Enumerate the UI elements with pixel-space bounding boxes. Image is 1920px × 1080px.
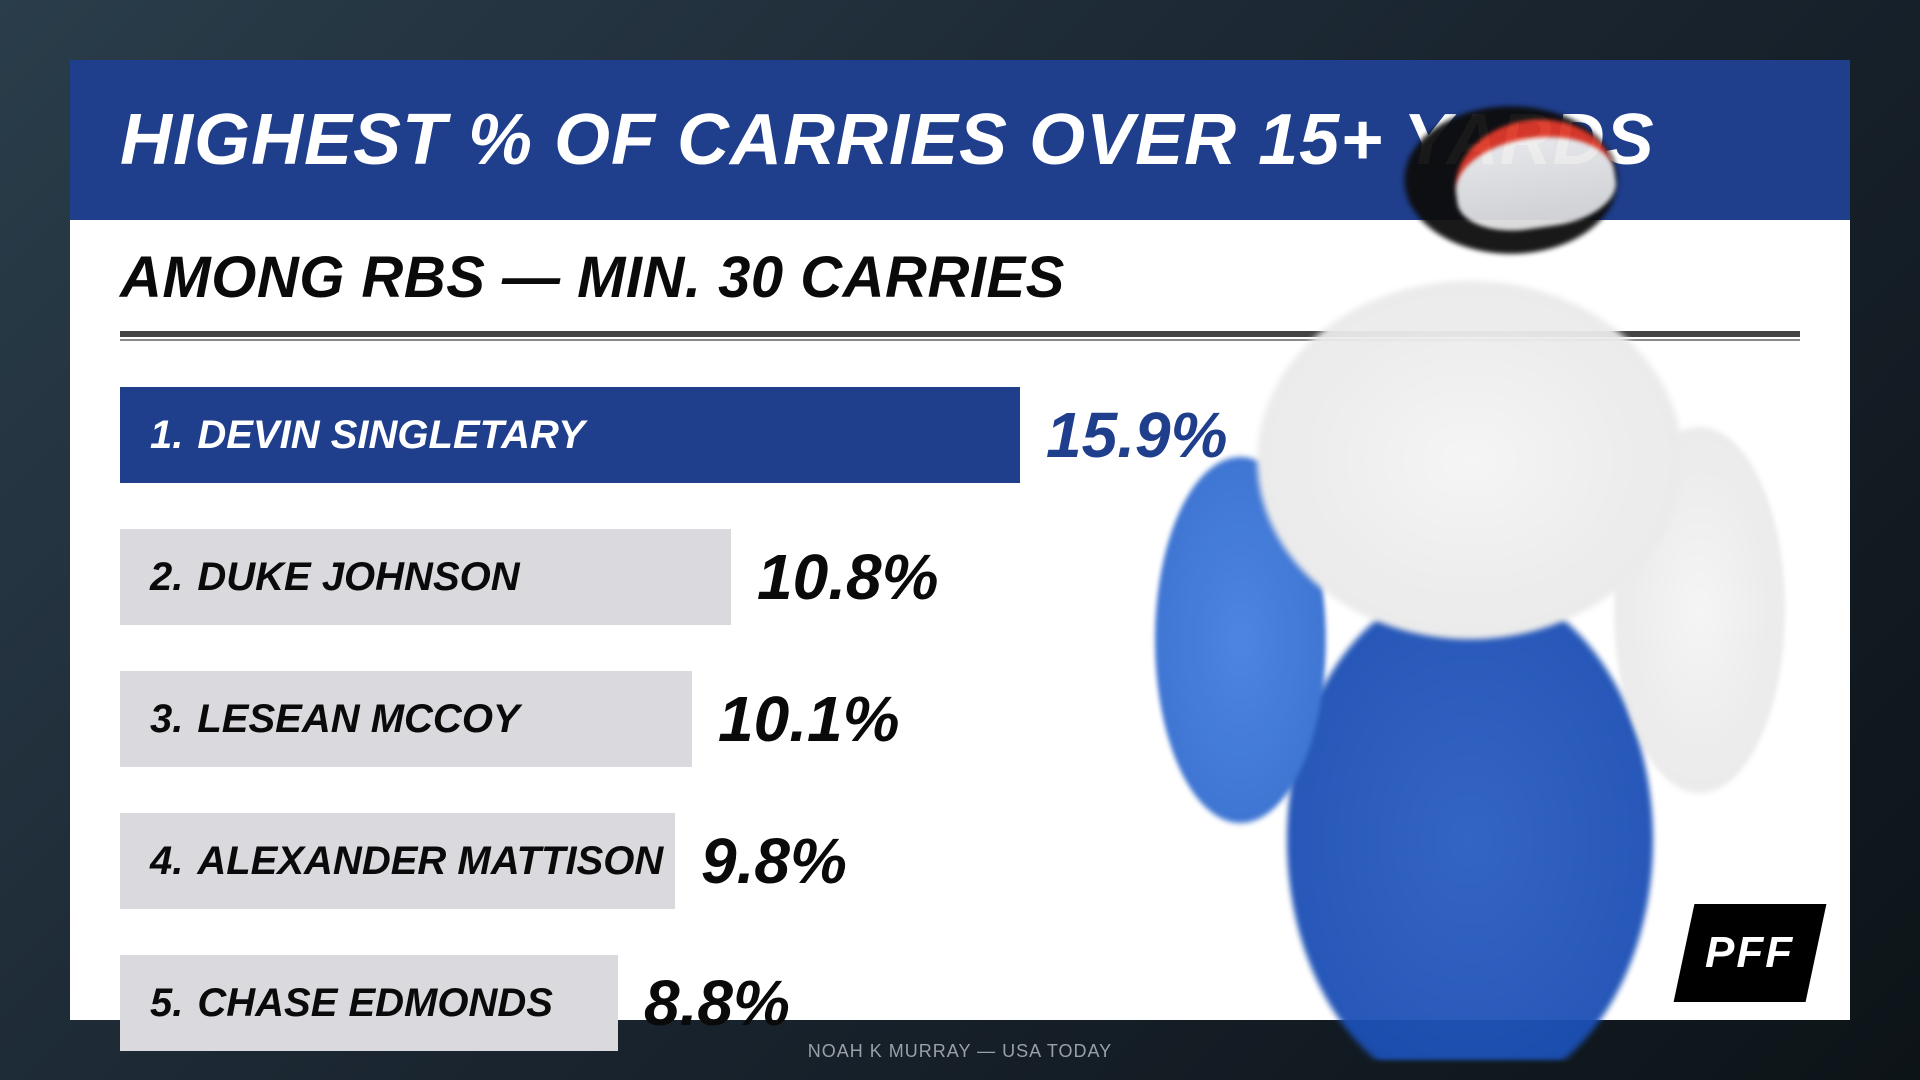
bar: 5. CHASE EDMONDS <box>120 955 618 1051</box>
bar-rank: 4. <box>150 839 183 884</box>
photo-credit: NOAH K MURRAY — USA TODAY <box>0 1041 1920 1062</box>
bar-rank: 5. <box>150 981 183 1026</box>
bar: 2. DUKE JOHNSON <box>120 529 731 625</box>
bar-label: LESEAN MCCOY <box>197 697 519 742</box>
pff-logo: PFF <box>1674 904 1827 1002</box>
pff-logo-text: PFF <box>1705 928 1794 978</box>
bar-rank: 2. <box>150 555 183 600</box>
bar-value: 10.1% <box>718 671 899 767</box>
bar: 4. ALEXANDER MATTISON <box>120 813 675 909</box>
bar-value: 9.8% <box>701 813 847 909</box>
bar-value: 10.8% <box>757 529 938 625</box>
bar: 1. DEVIN SINGLETARY <box>120 387 1020 483</box>
bar-rank: 1. <box>150 413 183 458</box>
bar-label: ALEXANDER MATTISON <box>197 839 663 884</box>
bar-label: CHASE EDMONDS <box>197 981 553 1026</box>
bar: 3. LESEAN MCCOY <box>120 671 692 767</box>
bar-label: DUKE JOHNSON <box>197 555 519 600</box>
bar-rank: 3. <box>150 697 183 742</box>
stage: HIGHEST % OF CARRIES OVER 15+ YARDS AMON… <box>0 0 1920 1080</box>
bar-value: 8.8% <box>644 955 790 1051</box>
bar-label: DEVIN SINGLETARY <box>197 413 584 458</box>
